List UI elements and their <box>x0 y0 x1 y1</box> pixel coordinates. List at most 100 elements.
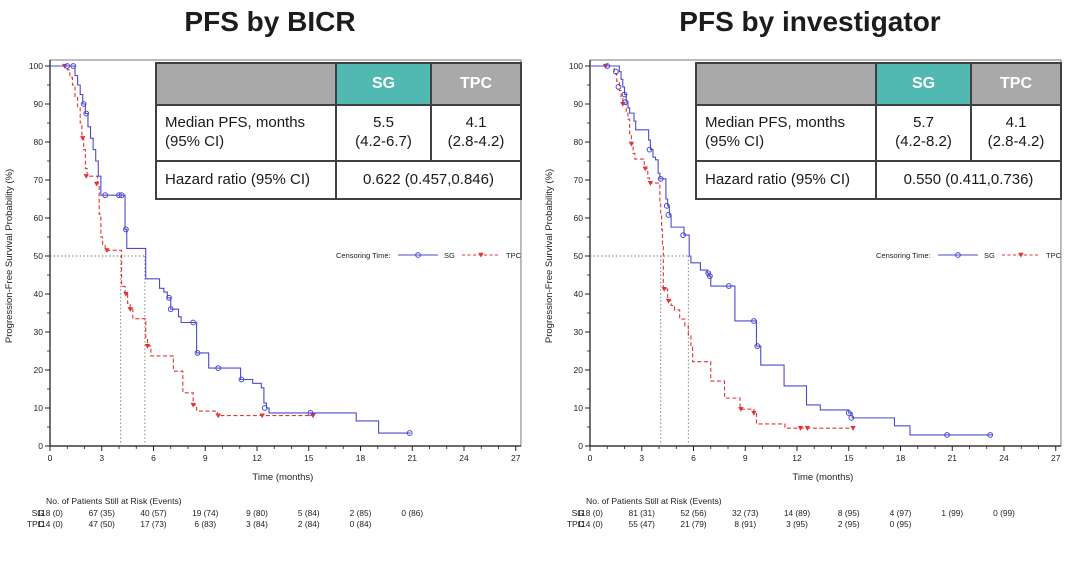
x-tick-label: 15 <box>304 453 314 463</box>
risk-value: 1 (99) <box>941 508 964 518</box>
hazard-ratio-value: 0.622 (0.457,0.846) <box>335 160 522 200</box>
risk-value: 67 (35) <box>88 508 115 518</box>
median-tpc-ci: (2.8-4.2) <box>987 133 1045 150</box>
y-tick-label: 70 <box>34 175 44 185</box>
median-pfs-sg-value: 5.5 (4.2-6.7) <box>335 104 432 162</box>
y-tick-label: 30 <box>574 327 584 337</box>
x-axis-label: Time (months) <box>252 472 313 483</box>
y-tick-label: 10 <box>34 403 44 413</box>
censor-circle-sg <box>238 376 245 383</box>
stat-header-row: SG TPC <box>695 62 1062 106</box>
censor-circle-sg <box>845 410 852 416</box>
risk-value: 40 (57) <box>140 508 167 518</box>
censor-circle-sg <box>680 232 687 239</box>
censor-circle-sg <box>604 63 611 69</box>
median-pfs-sg-value: 5.7 (4.2-8.2) <box>875 104 972 162</box>
censor-circle-sg <box>705 270 712 277</box>
median-pfs-label-line1: Median PFS, months <box>165 114 306 132</box>
risk-value: 6 (83) <box>194 519 217 529</box>
x-tick-label: 21 <box>408 453 418 463</box>
y-tick-label: 80 <box>574 137 584 147</box>
y-tick-label: 40 <box>574 289 584 299</box>
censor-circle-sg <box>706 273 713 280</box>
x-tick-label: 6 <box>691 453 696 463</box>
risk-value: 118 (0) <box>577 508 603 518</box>
risk-row-label-sg: SG <box>31 508 44 518</box>
legend-sg-marker <box>415 252 421 258</box>
median-sg-estimate: 5.7 <box>913 114 934 132</box>
hazard-ratio-label: Hazard ratio (95% CI) <box>695 160 877 200</box>
censor-circle-sg <box>70 63 77 69</box>
risk-value: 81 (31) <box>628 508 655 518</box>
median-pfs-tpc-value: 4.1 (2.8-4.2) <box>430 104 522 162</box>
censor-triangle-tpc <box>797 426 804 431</box>
censor-circle-sg <box>406 430 413 436</box>
censor-circle-sg <box>166 294 172 301</box>
risk-value: 52 (56) <box>680 508 707 518</box>
stat-header-blank <box>695 62 877 106</box>
hazard-ratio-label: Hazard ratio (95% CI) <box>155 160 337 200</box>
x-tick-label: 24 <box>459 453 469 463</box>
censor-triangle-tpc <box>83 174 89 179</box>
risk-value: 19 (74) <box>192 508 219 518</box>
legend-sg-label: SG <box>984 251 995 260</box>
y-tick-label: 50 <box>34 251 44 261</box>
risk-value: 114 (0) <box>37 519 63 529</box>
x-tick-label: 3 <box>639 453 644 463</box>
median-sg-estimate: 5.5 <box>373 114 394 132</box>
risk-value: 114 (0) <box>577 519 603 529</box>
censor-triangle-tpc <box>93 181 100 187</box>
censor-circle-sg <box>725 283 732 289</box>
risk-table: No. of Patients Still at Risk (Events) S… <box>0 496 540 556</box>
censor-circle-sg <box>123 226 129 233</box>
censor-triangle-tpc <box>620 101 626 107</box>
risk-value: 2 (85) <box>349 508 372 518</box>
censor-circle-sg <box>657 175 664 182</box>
risk-value: 3 (84) <box>246 519 268 529</box>
censor-triangle-tpc <box>850 426 856 431</box>
censor-circle-sg <box>64 63 71 69</box>
y-tick-label: 60 <box>34 213 44 223</box>
risk-value: 5 (84) <box>297 508 320 518</box>
risk-value: 118 (0) <box>37 508 63 518</box>
median-pfs-row: Median PFS, months (95% CI) 5.5 (4.2-6.7… <box>155 104 522 162</box>
censor-triangle-tpc <box>738 407 744 412</box>
censor-triangle-tpc <box>104 248 110 253</box>
censor-circle-sg <box>848 414 855 421</box>
median-pfs-label: Median PFS, months (95% CI) <box>155 104 337 162</box>
x-tick-label: 6 <box>151 453 156 463</box>
median-tpc-ci: (2.8-4.2) <box>447 133 505 150</box>
risk-value: 0 (86) <box>401 508 424 518</box>
y-axis-label: Progression-Free Survival Probability (%… <box>544 169 555 343</box>
censor-triangle-tpc <box>647 180 654 186</box>
risk-value: 21 (79) <box>680 519 707 529</box>
km-curve-sg <box>590 65 992 436</box>
km-plot-svg: 0 10 20 30 40 50 60 70 80 90 100 0 3 6 9 12 15 18 21 24 27 Ti… <box>4 59 522 483</box>
y-tick-label: 90 <box>34 99 44 109</box>
legend-tpc-label: TPC <box>506 251 522 260</box>
risk-value: 0 (99) <box>993 508 1015 518</box>
censor-triangle-tpc <box>661 286 667 292</box>
risk-value: 8 (95) <box>837 508 860 518</box>
censor-circle-sg <box>215 365 222 372</box>
censor-circle-sg <box>118 192 125 199</box>
median-sg-ci: (4.2-6.7) <box>355 133 412 150</box>
risk-value: 32 (73) <box>732 508 759 518</box>
chart-title: PFS by BICR <box>184 6 356 37</box>
median-pfs-label: Median PFS, months (95% CI) <box>695 104 877 162</box>
y-tick-label: 20 <box>574 365 584 375</box>
stat-header-tpc: TPC <box>430 62 522 106</box>
stat-header-sg: SG <box>335 62 432 106</box>
censor-circle-sg <box>261 405 268 411</box>
x-tick-label: 18 <box>896 453 906 463</box>
censor-circle-sg <box>663 202 670 209</box>
median-pfs-label-line2: (95% CI) <box>165 133 225 150</box>
y-tick-label: 100 <box>569 61 583 71</box>
censor-triangle-tpc <box>804 426 811 431</box>
y-tick-label: 80 <box>34 137 44 147</box>
legend-tpc-marker <box>1018 252 1024 258</box>
censor-circle-sg <box>750 318 757 324</box>
stat-header-blank <box>155 62 337 106</box>
km-curve-tpc <box>590 65 854 429</box>
